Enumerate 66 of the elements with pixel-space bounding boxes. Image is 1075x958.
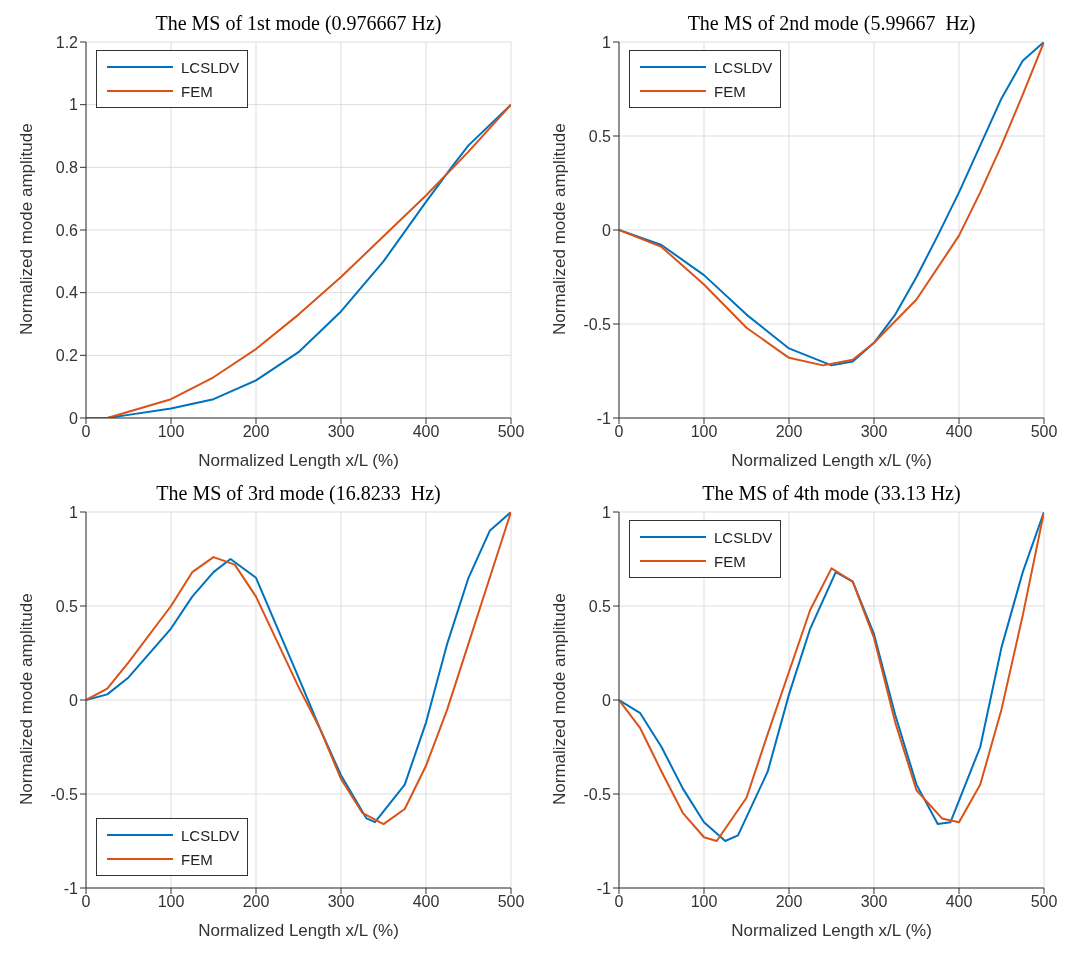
y-tick-label: 0	[602, 221, 612, 239]
y-tick-label: -1	[596, 409, 612, 427]
y-axis-title: Normalized mode amplitude	[17, 593, 37, 805]
y-tick-label: -1	[63, 879, 79, 897]
chart-title: The MS of 4th mode (33.13 Hz)	[701, 482, 962, 505]
x-tick-label: 400	[412, 423, 440, 441]
x-tick-label: 500	[1030, 423, 1058, 441]
y-tick-label: 0.5	[588, 127, 612, 145]
y-tick-label: 1	[69, 96, 79, 114]
x-tick-label: 0	[614, 423, 624, 441]
chart-title: The MS of 2nd mode (5.99667 Hz)	[686, 12, 977, 35]
x-tick-label: 300	[327, 423, 355, 441]
y-tick-label: 0.8	[55, 159, 79, 177]
y-tick-label: 1.2	[55, 33, 79, 51]
x-tick-label: 500	[497, 423, 525, 441]
x-tick-label: 200	[775, 423, 803, 441]
y-tick-label: 0.4	[55, 284, 79, 302]
x-tick-label: 200	[775, 893, 803, 911]
x-tick-label: 300	[860, 423, 888, 441]
y-tick-label: 1	[602, 503, 612, 521]
x-tick-label: 300	[860, 893, 888, 911]
x-tick-label: 0	[614, 893, 624, 911]
y-tick-label: -0.5	[583, 315, 612, 333]
y-tick-label: 0.5	[588, 597, 612, 615]
legend-label: FEM	[714, 82, 746, 100]
y-tick-label: 0	[69, 691, 79, 709]
legend-label: LCSLDV	[181, 826, 240, 844]
x-tick-label: 100	[157, 423, 185, 441]
y-tick-label: 1	[69, 503, 79, 521]
x-tick-label: 400	[412, 893, 440, 911]
legend-label: FEM	[181, 82, 213, 100]
x-tick-label: 100	[690, 893, 718, 911]
y-axis-title: Normalized mode amplitude	[550, 123, 570, 335]
x-tick-label: 100	[157, 893, 185, 911]
y-axis-title: Normalized mode amplitude	[17, 123, 37, 335]
x-tick-label: 400	[945, 893, 973, 911]
x-axis-title: Normalized Length x/L (%)	[731, 921, 932, 940]
legend-label: LCSLDV	[714, 58, 773, 76]
legend-label: LCSLDV	[181, 58, 240, 76]
x-tick-label: 0	[81, 423, 91, 441]
x-tick-label: 400	[945, 423, 973, 441]
y-axis-title: Normalized mode amplitude	[550, 593, 570, 805]
x-tick-label: 200	[242, 423, 270, 441]
y-tick-label: -0.5	[50, 785, 79, 803]
y-tick-label: 0.2	[55, 347, 79, 365]
x-tick-label: 200	[242, 893, 270, 911]
y-tick-label: 0	[602, 691, 612, 709]
x-tick-label: 100	[690, 423, 718, 441]
chart-title: The MS of 3rd mode (16.8233 Hz)	[155, 482, 442, 505]
y-tick-label: 0.6	[55, 221, 79, 239]
y-tick-label: -0.5	[583, 785, 612, 803]
y-tick-label: 0	[69, 409, 79, 427]
x-tick-label: 500	[497, 893, 525, 911]
legend-label: LCSLDV	[714, 528, 773, 546]
x-tick-label: 300	[327, 893, 355, 911]
x-tick-label: 0	[81, 893, 91, 911]
x-axis-title: Normalized Length x/L (%)	[198, 921, 399, 940]
x-axis-title: Normalized Length x/L (%)	[198, 451, 399, 470]
y-tick-label: -1	[596, 879, 612, 897]
chart-title: The MS of 1st mode (0.976667 Hz)	[154, 12, 443, 35]
legend-label: FEM	[181, 850, 213, 868]
y-tick-label: 0.5	[55, 597, 79, 615]
x-tick-label: 500	[1030, 893, 1058, 911]
y-tick-label: 1	[602, 33, 612, 51]
legend-label: FEM	[714, 552, 746, 570]
x-axis-title: Normalized Length x/L (%)	[731, 451, 932, 470]
